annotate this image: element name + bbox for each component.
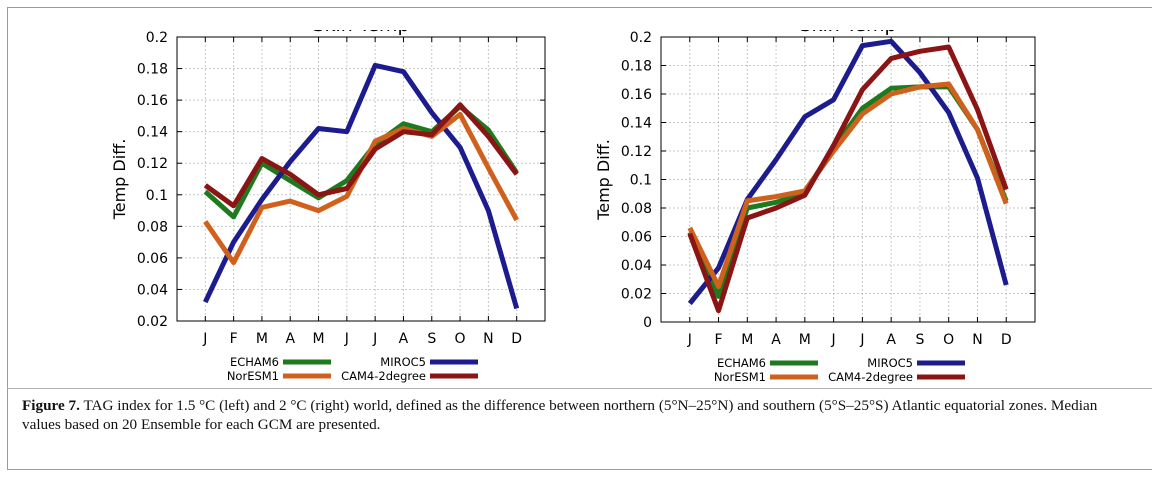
figure-caption: Figure 7. TAG index for 1.5 °C (left) an… [22, 396, 1137, 434]
legend-label: CAM4-2degree [341, 369, 426, 383]
x-tick-label: F [230, 331, 238, 347]
skin-temp-chart-left: Skin Temp 0.02 0.04 0.06 0.08 0.1 0.12 0.14 0.16… [110, 30, 546, 383]
x-tick-label: N [972, 332, 982, 348]
series-line-miroc5 [687, 38, 1009, 306]
x-tick-label: M [312, 331, 324, 347]
series-line-cam4-2degree [203, 102, 519, 209]
y-tick-label: 0.1 [630, 173, 652, 189]
series-line-echam6 [203, 103, 519, 220]
y-tick-label: 0.14 [621, 116, 652, 132]
figure-frame [7, 7, 1152, 470]
x-tick-label: M [741, 332, 753, 348]
legend-label: NorESM1 [714, 370, 766, 384]
caption-text: TAG index for 1.5 °C (left) and 2 °C (ri… [22, 397, 1098, 433]
x-tick-label: S [427, 331, 436, 347]
caption-separator [7, 388, 1152, 389]
y-tick-label: 0.08 [137, 219, 168, 235]
x-tick-label: O [943, 332, 954, 348]
x-tick-label: A [285, 331, 295, 347]
y-tick-label: 0.16 [621, 87, 652, 103]
y-tick-label: 0.04 [137, 282, 168, 298]
x-tick-label: J [859, 332, 864, 348]
chart-title: Skin Temp [312, 30, 409, 36]
y-tick-label: 0.12 [137, 156, 168, 172]
y-tick-label: 0.02 [621, 287, 652, 303]
x-tick-label: J [202, 331, 207, 347]
x-tick-label: A [886, 332, 896, 348]
chart-title: Skin Temp [799, 30, 896, 36]
y-tick-label: 0.02 [137, 314, 168, 330]
x-tick-label: F [715, 332, 723, 348]
plot-frame [176, 36, 546, 322]
x-tick-label: A [771, 332, 781, 348]
y-tick-label: 0.2 [630, 30, 652, 46]
y-axis-label: Temp Diff. [594, 139, 613, 221]
y-tick-label: 0.12 [621, 144, 652, 160]
caption-label: Figure 7. [22, 397, 80, 414]
legend-label: ECHAM6 [230, 355, 279, 369]
legend-label: MIROC5 [380, 355, 426, 369]
series-line-noresm1 [203, 111, 519, 266]
y-tick-label: 0 [643, 315, 652, 331]
y-tick-label: 0.14 [137, 125, 168, 141]
legend-label: MIROC5 [867, 356, 913, 370]
legend-label: CAM4-2degree [828, 370, 913, 384]
x-tick-label: D [1001, 332, 1012, 348]
series-line-cam4-2degree [687, 44, 1009, 314]
y-tick-label: 0.16 [137, 93, 168, 109]
x-tick-label: J [372, 331, 377, 347]
legend-label: ECHAM6 [717, 356, 766, 370]
x-tick-label: D [511, 331, 522, 347]
x-tick-label: J [344, 331, 349, 347]
y-tick-label: 0.2 [146, 30, 168, 46]
x-tick-label: N [483, 331, 493, 347]
y-tick-label: 0.04 [621, 258, 652, 274]
x-tick-label: J [831, 332, 836, 348]
series-line-miroc5 [203, 62, 520, 310]
y-tick-label: 0.08 [621, 201, 652, 217]
y-tick-label: 0.18 [621, 59, 652, 75]
skin-temp-chart-right: Skin Temp 0 0.02 0.04 0.06 0.08 0.1 0.12 0.14 0.1… [594, 30, 1036, 384]
y-tick-label: 0.1 [146, 188, 168, 204]
legend-label: NorESM1 [227, 369, 279, 383]
x-tick-label: A [399, 331, 409, 347]
y-tick-label: 0.18 [137, 62, 168, 78]
y-tick-label: 0.06 [137, 251, 168, 267]
y-tick-label: 0.06 [621, 230, 652, 246]
x-tick-label: S [915, 332, 924, 348]
x-tick-label: O [455, 331, 466, 347]
series-line-noresm1 [687, 81, 1009, 289]
y-axis-label: Temp Diff. [110, 139, 129, 221]
x-tick-label: M [799, 332, 811, 348]
x-tick-label: M [256, 331, 268, 347]
x-tick-label: J [687, 332, 692, 348]
